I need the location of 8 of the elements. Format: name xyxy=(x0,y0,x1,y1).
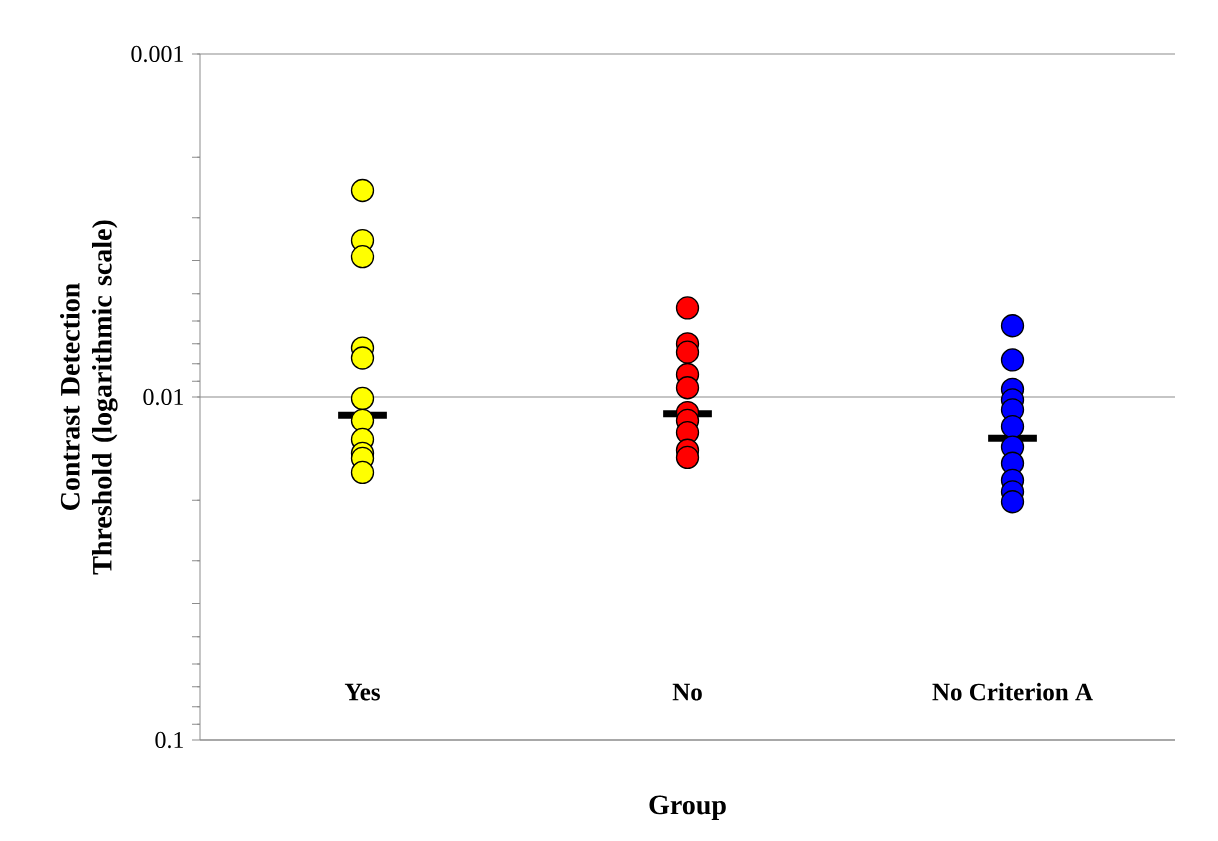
x-tick-label: No xyxy=(672,683,702,701)
y-axis-title: Contrast Detection Threshold (logarithmic scale) xyxy=(59,220,118,575)
y-tick-label: 0.01 xyxy=(143,388,184,406)
y-tick-label: 0.001 xyxy=(131,45,184,63)
x-tick-label: Yes xyxy=(344,683,380,701)
y-tick-label: 0.1 xyxy=(155,731,184,749)
x-axis-title: Group xyxy=(649,795,726,821)
x-tick-label: No Criterion A xyxy=(932,682,1093,701)
